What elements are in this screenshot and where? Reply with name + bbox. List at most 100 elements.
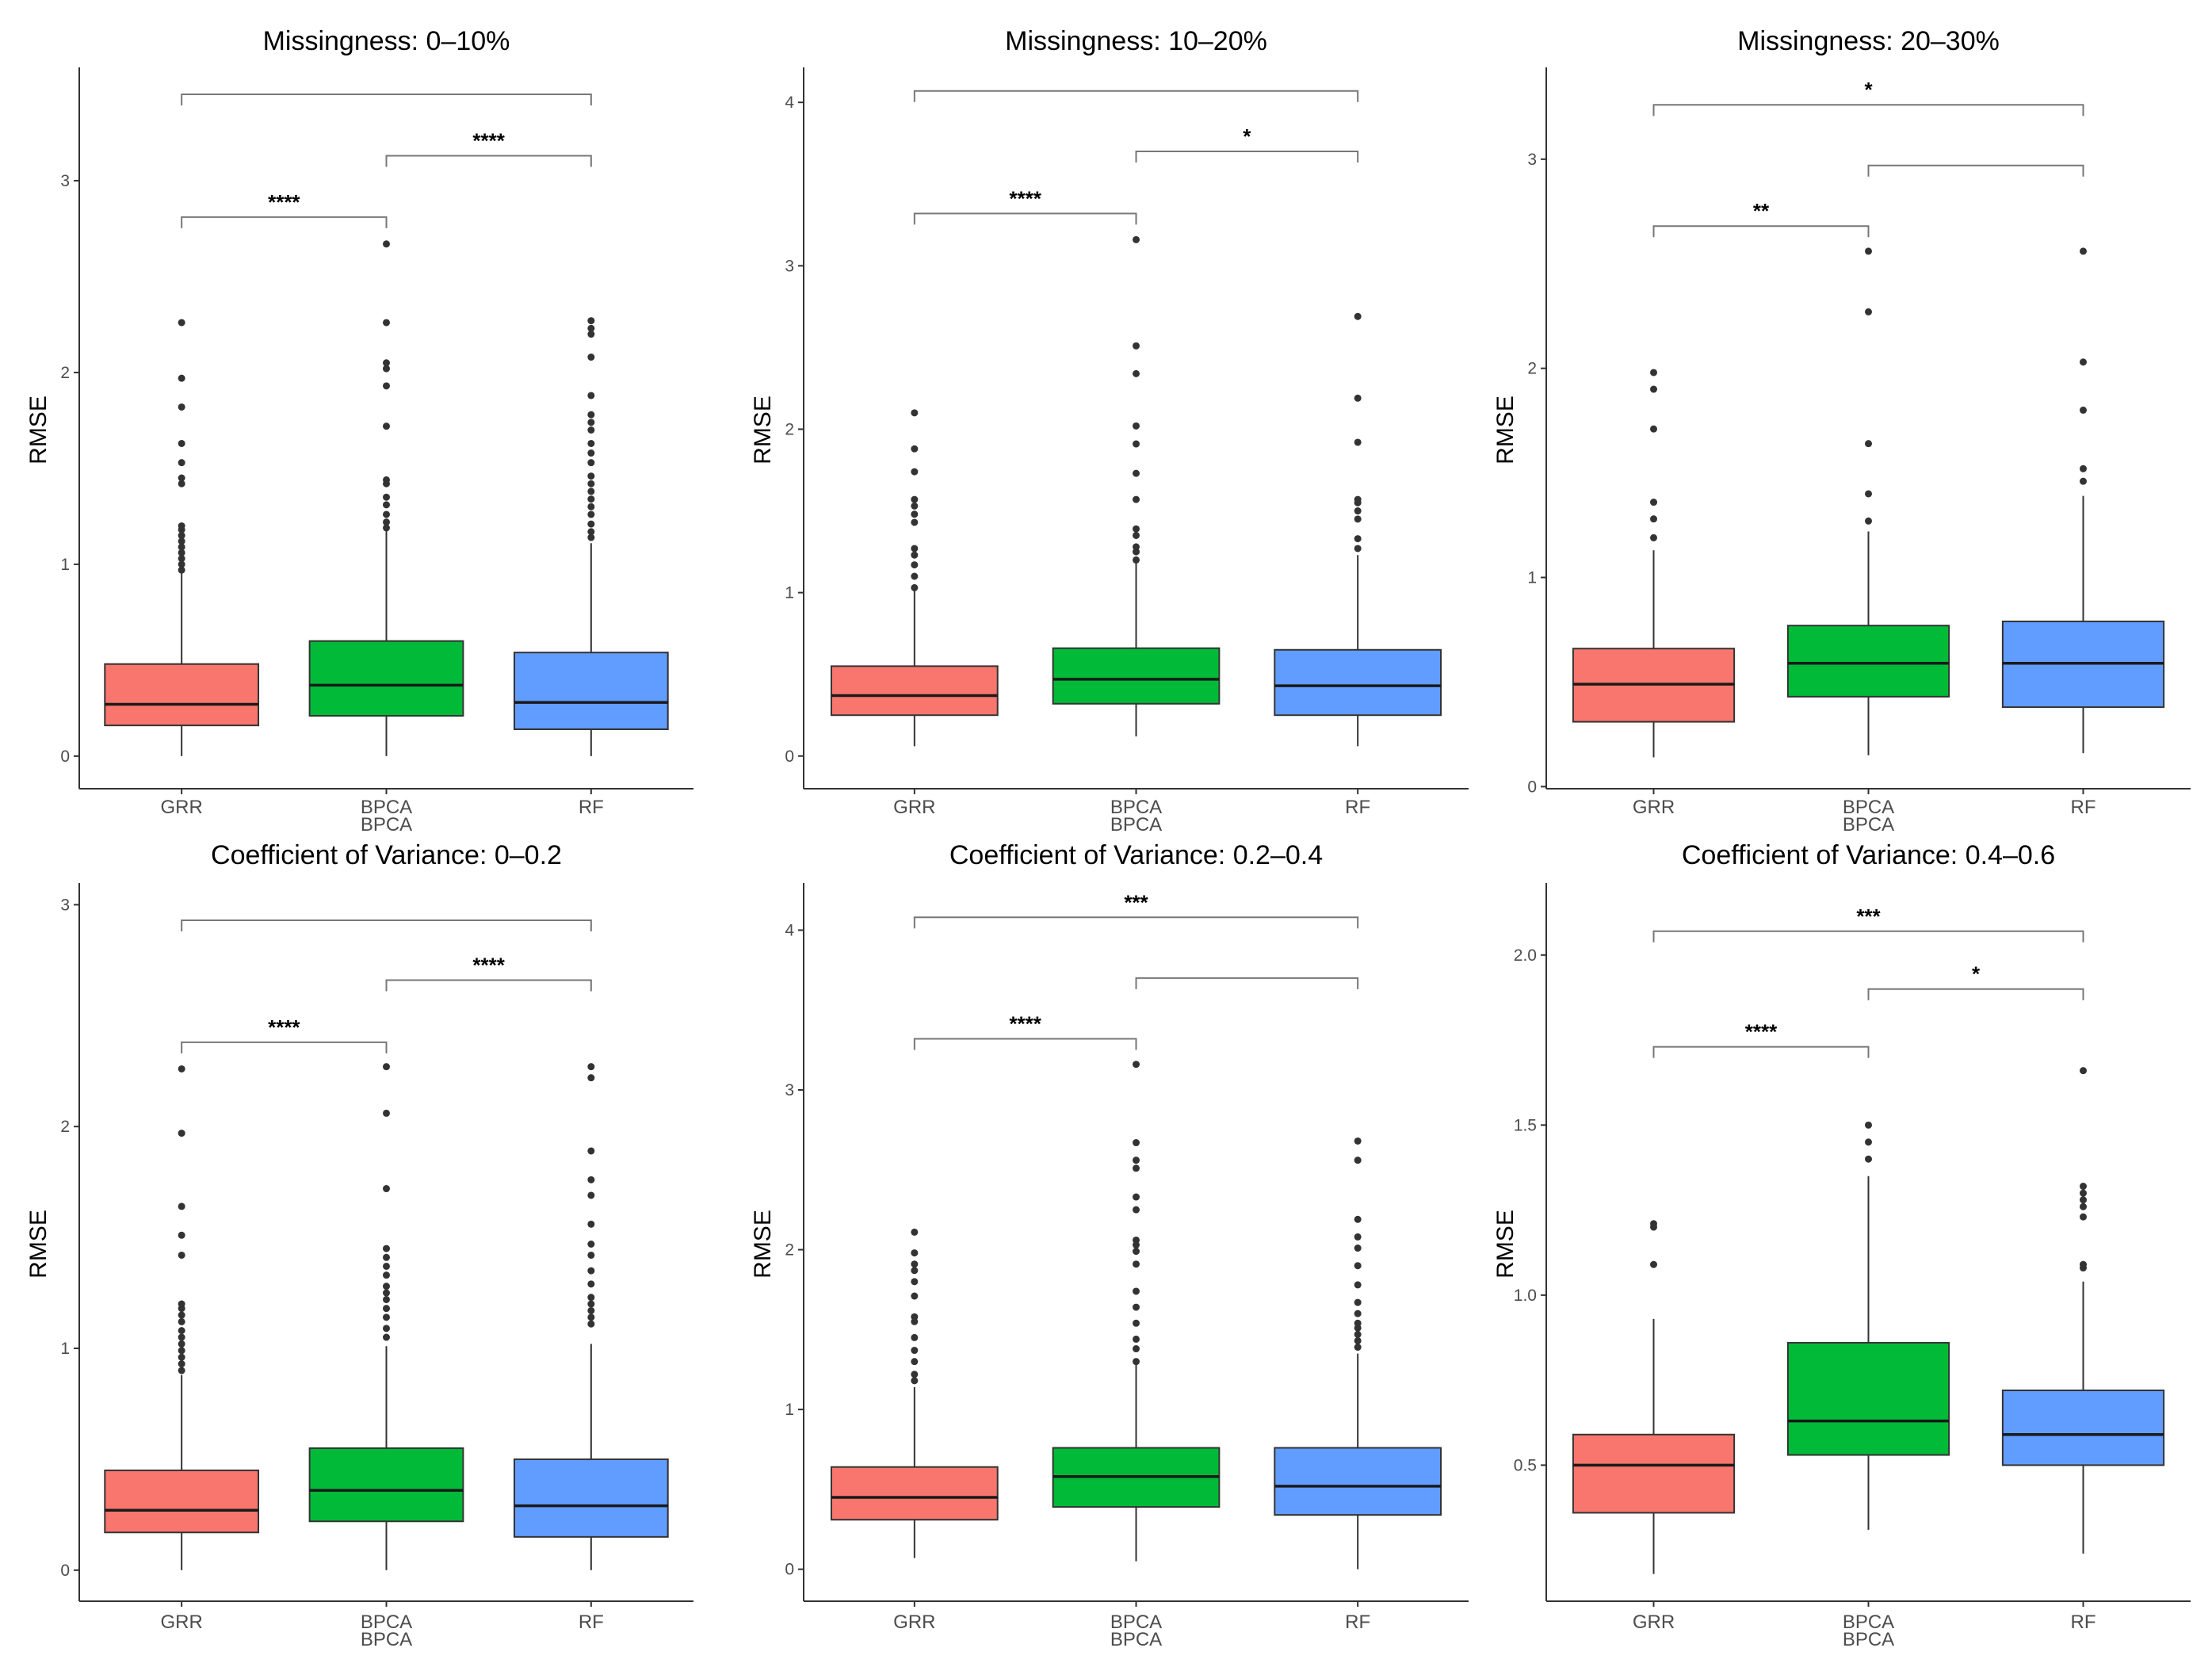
outlier-point bbox=[911, 1358, 919, 1366]
outlier-point bbox=[1354, 495, 1362, 503]
x-tick-label-bpca: BPCA bbox=[1110, 797, 1162, 818]
significance-bracket bbox=[385, 979, 592, 992]
y-tick-label: 0 bbox=[60, 747, 70, 766]
y-tick-label: 2.0 bbox=[1514, 946, 1537, 965]
outlier-point bbox=[383, 1109, 390, 1117]
outlier-point bbox=[178, 537, 185, 545]
outlier-point bbox=[911, 1249, 919, 1257]
outlier-point bbox=[178, 1311, 185, 1319]
box-grr bbox=[1572, 1433, 1736, 1514]
outlier-point bbox=[383, 518, 390, 526]
outlier-point bbox=[178, 1300, 185, 1308]
outlier-point bbox=[1133, 1287, 1140, 1295]
panel-title: Coefficient of Variance: 0.4–0.6 bbox=[1682, 840, 2055, 870]
x-axis-label: BPCA bbox=[361, 814, 412, 835]
outlier-point bbox=[1354, 1215, 1362, 1223]
outlier-point bbox=[587, 487, 595, 495]
outlier-point bbox=[1865, 1155, 1872, 1163]
y-tick-label: 2 bbox=[1527, 360, 1537, 378]
outlier-point bbox=[2080, 406, 2087, 414]
outlier-point bbox=[383, 1289, 390, 1297]
outlier-point bbox=[1133, 1319, 1140, 1327]
outlier-point bbox=[587, 1220, 595, 1228]
outlier-point bbox=[587, 459, 595, 467]
outlier-point bbox=[1354, 1344, 1362, 1352]
outlier-point bbox=[1354, 535, 1362, 543]
y-tick-label: 1 bbox=[785, 584, 794, 602]
outlier-point bbox=[587, 480, 595, 487]
significance-label: *** bbox=[1124, 890, 1148, 914]
outlier-point bbox=[1354, 1310, 1362, 1317]
outlier-point bbox=[1133, 531, 1140, 539]
outlier-point bbox=[1133, 1345, 1140, 1353]
x-tick-label-grr: GRR bbox=[893, 797, 935, 818]
outlier-point bbox=[1133, 1248, 1140, 1256]
outlier-point bbox=[178, 459, 185, 467]
outlier-point bbox=[1650, 515, 1657, 523]
outlier-point bbox=[178, 319, 185, 327]
outlier-point bbox=[1354, 515, 1362, 523]
outlier-point bbox=[1133, 1139, 1140, 1147]
outlier-point bbox=[383, 319, 390, 327]
box-rf bbox=[1274, 648, 1442, 717]
outlier-point bbox=[911, 409, 919, 417]
y-axis-label: RMSE bbox=[750, 1210, 776, 1279]
outlier-point bbox=[1865, 440, 1872, 448]
outlier-point bbox=[383, 524, 390, 532]
outlier-point bbox=[1354, 312, 1362, 320]
outlier-point bbox=[2080, 1067, 2087, 1075]
x-axis-label: BPCA bbox=[1843, 1629, 1894, 1650]
significance-label: **** bbox=[472, 954, 505, 977]
x-tick-label-bpca: BPCA bbox=[361, 797, 412, 818]
outlier-point bbox=[178, 1065, 185, 1072]
outlier-point bbox=[1133, 495, 1140, 503]
significance-bracket bbox=[181, 216, 388, 228]
outlier-point bbox=[2080, 358, 2087, 366]
outlier-point bbox=[178, 403, 185, 411]
outlier-point bbox=[178, 374, 185, 382]
outlier-point bbox=[1133, 556, 1140, 564]
outlier-point bbox=[1133, 525, 1140, 533]
y-tick-label: 0 bbox=[1527, 778, 1537, 796]
outlier-point bbox=[1650, 1220, 1657, 1228]
box-grr bbox=[104, 1469, 260, 1534]
y-tick-label: 2 bbox=[60, 1118, 70, 1136]
y-axis-label: RMSE bbox=[25, 1210, 52, 1279]
box-bpca bbox=[308, 640, 464, 717]
outlier-point bbox=[587, 503, 595, 510]
outlier-point bbox=[383, 1271, 390, 1279]
significance-bracket bbox=[913, 212, 1137, 225]
significance-bracket bbox=[913, 90, 1359, 102]
outlier-point bbox=[383, 1325, 390, 1332]
outlier-point bbox=[178, 1340, 185, 1348]
outlier-point bbox=[587, 419, 595, 426]
outlier-point bbox=[2080, 1183, 2087, 1191]
outlier-point bbox=[383, 365, 390, 373]
x-tick-label-rf: RF bbox=[2071, 1612, 2096, 1633]
outlier-point bbox=[587, 1294, 595, 1302]
outlier-point bbox=[178, 532, 185, 540]
x-tick-label-rf: RF bbox=[1345, 1612, 1370, 1633]
outlier-point bbox=[1865, 1138, 1872, 1146]
outlier-point bbox=[178, 549, 185, 556]
x-tick-label-grr: GRR bbox=[1633, 797, 1675, 818]
outlier-point bbox=[1133, 1193, 1140, 1201]
outlier-point bbox=[383, 1305, 390, 1313]
outlier-point bbox=[1865, 1121, 1872, 1129]
outlier-point bbox=[1354, 1330, 1362, 1338]
box-bpca bbox=[1052, 647, 1221, 705]
outlier-point bbox=[911, 1333, 919, 1341]
outlier-point bbox=[383, 501, 390, 509]
outlier-point bbox=[587, 1147, 595, 1155]
box-grr bbox=[104, 663, 260, 727]
x-tick-label-rf: RF bbox=[1345, 797, 1370, 818]
outlier-point bbox=[383, 1333, 390, 1341]
x-tick-label-grr: GRR bbox=[1633, 1612, 1675, 1633]
y-tick-label: 0 bbox=[60, 1562, 70, 1580]
panel-title: Coefficient of Variance: 0–0.2 bbox=[211, 840, 562, 870]
outlier-point bbox=[383, 382, 390, 390]
outlier-point bbox=[587, 449, 595, 457]
outlier-point bbox=[1650, 425, 1657, 433]
box-bpca bbox=[308, 1447, 464, 1523]
